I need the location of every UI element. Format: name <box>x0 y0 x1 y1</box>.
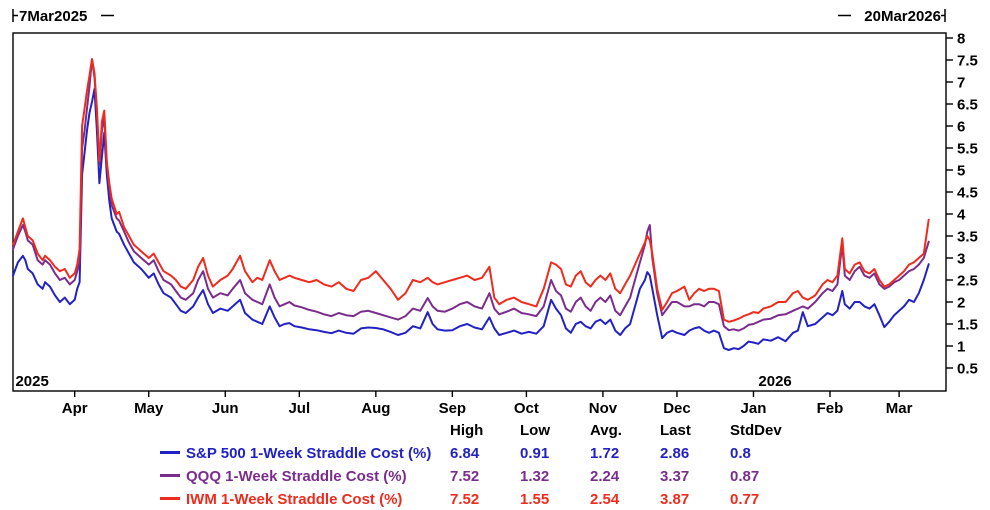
x-axis-month-label: Sep <box>439 400 467 417</box>
x-axis-month-label: Apr <box>62 400 88 417</box>
y-axis-tick-label: 1.5 <box>957 317 978 334</box>
y-axis-tick-label: 7 <box>957 75 965 92</box>
straddle-cost-chart: 7Mar2025 20Mar2026 Apr May Jun Jul Aug Sep Oct… <box>12 8 978 418</box>
stats-header-low: Low <box>520 422 550 439</box>
stats-table: High Low Avg. Last StdDev S&P 500 1-Week… <box>0 419 990 510</box>
x-axis-month-label: Jul <box>288 400 310 417</box>
iwm-stddev-value: 0.77 <box>730 491 760 508</box>
stats-header-row: High Low Avg. Last StdDev <box>160 419 990 442</box>
spx-series-label: S&P 500 1-Week Straddle Cost (%) <box>186 445 432 462</box>
range-end-label: 20Mar2026 <box>864 8 941 25</box>
spx-legend-cell: S&P 500 1-Week Straddle Cost (%) <box>160 445 450 462</box>
y-axis-tick-label: 7.5 <box>957 53 978 70</box>
series-line-sp <box>12 88 930 351</box>
year-label: 2025 <box>15 373 48 390</box>
stats-header-high: High <box>450 422 484 439</box>
y-axis-tick-label: 8 <box>957 31 965 48</box>
y-axis-tick-label: 1 <box>957 339 965 356</box>
stats-row-qqq: QQQ 1-Week Straddle Cost (%) 7.52 1.32 2… <box>160 465 990 488</box>
series-group <box>12 58 930 351</box>
spx-last-value: 2.86 <box>660 445 690 462</box>
qqq-high-value: 7.52 <box>450 468 480 485</box>
y-axis-tick-label: 3 <box>957 251 965 268</box>
x-axis-month-label: Dec <box>663 400 691 417</box>
plot-border <box>12 32 947 392</box>
x-axis-month-label: Mar <box>886 400 913 417</box>
iwm-stddev-last: 3.87 <box>660 491 690 508</box>
y-axis-tick-label: 2 <box>957 295 965 312</box>
series-line-qqq <box>12 58 930 332</box>
spx-avg-value: 1.72 <box>590 445 620 462</box>
y-axis-tick-label: 3.5 <box>957 229 978 246</box>
x-axis-month-label: Jun <box>212 400 239 417</box>
y-axis-tick-label: 6 <box>957 119 965 136</box>
qqq-last-value: 3.37 <box>660 468 690 485</box>
spx-line-swatch <box>160 450 180 454</box>
qqq-line-swatch <box>160 473 180 477</box>
y-axis-tick-label: 2.5 <box>957 273 978 290</box>
stats-header-stddev: StdDev <box>730 422 782 439</box>
iwm-series-label: IWM 1-Week Straddle Cost (%) <box>186 491 403 508</box>
y-axis-tick-label: 4.5 <box>957 185 978 202</box>
stats-row-iwm: IWM 1-Week Straddle Cost (%) 7.52 1.55 2… <box>160 488 990 510</box>
qqq-avg-value: 2.24 <box>590 468 620 485</box>
x-axis-month-label: Oct <box>514 400 539 417</box>
y-axis-tick-label: 6.5 <box>957 97 978 114</box>
stats-header-avg: Avg. <box>590 422 622 439</box>
y-axis-tick-label: 5.5 <box>957 141 978 158</box>
qqq-series-label: QQQ 1-Week Straddle Cost (%) <box>186 468 407 485</box>
iwm-avg-value: 2.54 <box>590 491 620 508</box>
qqq-stddev-value: 0.87 <box>730 468 760 485</box>
axes-group: Apr May Jun Jul Aug Sep Oct Nov Dec Jan Feb Mar 2025… <box>15 31 977 418</box>
x-axis-month-label: May <box>134 400 164 417</box>
qqq-legend-cell: QQQ 1-Week Straddle Cost (%) <box>160 468 450 485</box>
y-axis-tick-label: 4 <box>957 207 966 224</box>
x-axis-month-label: Feb <box>817 400 844 417</box>
stats-header-last: Last <box>660 422 691 439</box>
x-axis-month-label: Jan <box>741 400 767 417</box>
iwm-high-value: 7.52 <box>450 491 480 508</box>
y-axis-tick-label: 5 <box>957 163 965 180</box>
spx-low-value: 0.91 <box>520 445 550 462</box>
x-axis-month-label: Nov <box>589 400 618 417</box>
iwm-line-swatch <box>160 496 180 500</box>
series-line-iwm <box>12 58 930 323</box>
range-start-label: 7Mar2025 <box>19 8 87 25</box>
iwm-legend-cell: IWM 1-Week Straddle Cost (%) <box>160 491 450 508</box>
stats-row-spx: S&P 500 1-Week Straddle Cost (%) 6.84 0.… <box>160 442 990 465</box>
qqq-low-value: 1.32 <box>520 468 550 485</box>
iwm-low-value: 1.55 <box>520 491 550 508</box>
x-axis-month-label: Aug <box>361 400 390 417</box>
year-label: 2026 <box>758 373 791 390</box>
spx-stddev-value: 0.8 <box>730 445 751 462</box>
y-axis-tick-label: 0.5 <box>957 361 978 378</box>
spx-high-value: 6.84 <box>450 445 480 462</box>
